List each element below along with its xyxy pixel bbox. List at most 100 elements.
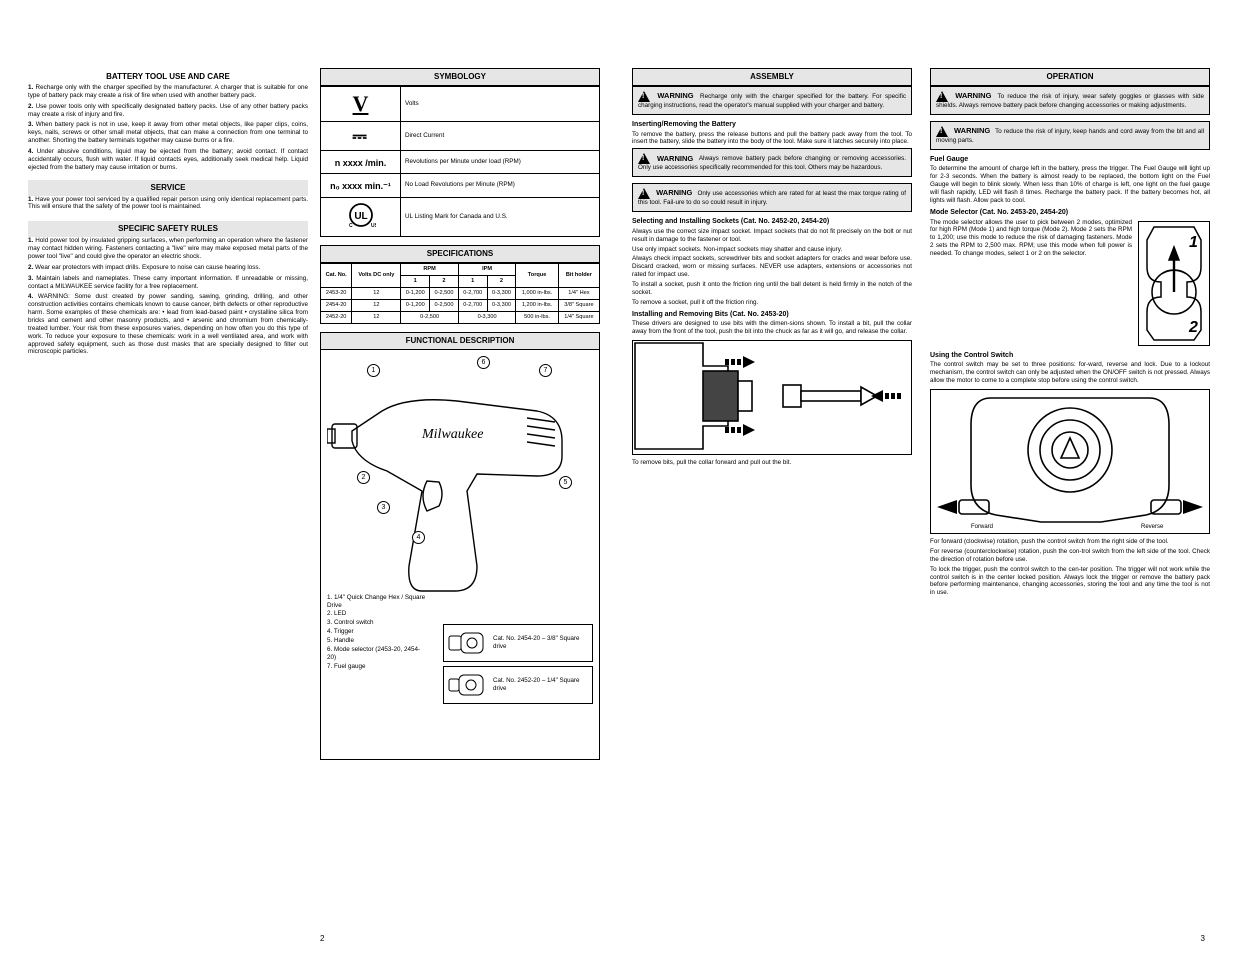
svg-text:UL: UL [354,211,367,222]
spec-cell: 0-1,200 [401,299,430,311]
mode-selector-diagram: 1 2 [1138,221,1210,346]
svg-text:1: 1 [1189,234,1198,251]
spec-cell: 0-3,300 [458,311,515,323]
spec-mode-cell: 2 [487,275,516,287]
body-text: To install a socket, push it onto the fr… [632,281,912,297]
bit-insert-diagram [632,340,912,455]
callout-item: 4. Trigger [327,628,427,636]
spec-cell: 0-1,200 [401,287,430,299]
column-2: SYMBOLOGY VVolts ⎓Direct Current n xxxx … [320,68,600,760]
heading-assembly: ASSEMBLY [632,68,912,86]
variant-label: Cat. No. 2454-20 – 3/8" Square drive [493,635,589,651]
body-text: To remove bits, pull the collar forward … [632,459,912,467]
body-text: The control switch may be set to three p… [930,361,1210,385]
spec-header: Cat. No. [321,263,352,287]
svg-text:Milwaukee: Milwaukee [421,427,483,442]
symbol-rpm: n xxxx /min. [335,158,387,168]
symbol-dc: ⎓ [352,126,368,146]
section-battery-care: BATTERY TOOL USE AND CARE Recharge only … [28,72,308,172]
svg-text:Reverse: Reverse [1141,524,1164,530]
variant-label: Cat. No. 2452-20 – 1/4" Square drive [493,677,589,693]
spec-cell: 2452-20 [321,311,352,323]
warning-label: WARNING [656,188,692,197]
symbol-noload-rpm: n₀ xxxx min.⁻¹ [330,181,391,191]
symbol-desc: Volts [401,87,600,122]
safety-item: Hold power tool by insulated gripping su… [28,237,308,261]
body-text: To remove the battery, press the release… [632,131,912,147]
column-3: ASSEMBLY WARNING Recharge only with the … [632,68,912,469]
body-text: For forward (clockwise) rotation, push t… [930,538,1210,546]
body-text: To remove a socket, pull it off the fric… [632,299,912,307]
spec-cell: 0-2,500 [401,311,458,323]
body-text: To determine the amount of charge left i… [930,165,1210,204]
symbol-desc: Direct Current [401,121,600,151]
spec-cell: 0-2,500 [430,287,459,299]
spec-cell: 12 [352,287,401,299]
spec-cell: 0-3,300 [487,287,516,299]
safety-item: Under abusive conditions, liquid may be … [28,148,308,172]
control-switch-diagram: Forward Reverse [930,389,1210,534]
safety-item: Recharge only with the charger specified… [28,84,308,100]
spec-cell: 500 in-lbs. [516,311,559,323]
subhead-mode: Mode Selector (Cat. No. 2453-20, 2454-20… [930,209,1210,218]
body-text: These drivers are designed to use bits w… [632,320,912,336]
svg-text:Forward: Forward [971,524,993,530]
body-text: To lock the trigger, push the control sw… [930,566,1210,597]
callout-item: 5. Handle [327,637,427,645]
callout-item: 7. Fuel gauge [327,663,427,671]
warning-icon [638,153,650,164]
column-4: OPERATION WARNING To reduce the risk of … [930,68,1210,599]
spec-mode-cell: 1 [458,275,487,287]
specs-table: Cat. No. Volts DC only RPM IPM Torque Bi… [320,263,600,324]
subhead-insert-battery: Inserting/Removing the Battery [632,121,912,130]
callout-list: 1. 1/4" Quick Change Hex / Square Drive … [327,594,427,672]
spec-header: Volts DC only [352,263,401,287]
spec-header: RPM [401,263,458,275]
warning-box: WARNING Always remove battery pack befor… [632,148,912,177]
safety-item: WARNING: Some dust created by power sand… [28,293,308,356]
spec-cell: 0-2,500 [430,299,459,311]
callout-item: 3. Control switch [327,619,427,627]
warning-label: WARNING [955,91,991,100]
warning-icon [638,188,650,199]
warning-label: WARNING [657,154,693,163]
spec-mode-cell: 2 [430,275,459,287]
body-text: Always use the correct size impact socke… [632,228,912,244]
svg-text:C: C [349,223,353,229]
ul-logo-icon: UL CUS [346,201,376,229]
spec-header: IPM [458,263,515,275]
functional-diagram-box: Milwaukee 1 6 7 5 2 3 4 1. 1/4" Quick Ch… [320,350,600,760]
callout-item: 1. 1/4" Quick Change Hex / Square Drive [327,594,427,610]
page-number-right: 3 [1201,934,1205,944]
spec-cell: 1/4" Hex [558,287,599,299]
warning-box: WARNING Only use accessories which are r… [632,183,912,212]
spec-cell: 1,000 in-lbs. [516,287,559,299]
spec-cell: 12 [352,311,401,323]
warning-label: WARNING [954,126,990,135]
spec-header: Torque [516,263,559,287]
spec-cell: 0-3,300 [487,299,516,311]
variant-panel: Cat. No. 2454-20 – 3/8" Square drive [443,624,593,662]
heading-battery-care: BATTERY TOOL USE AND CARE [28,72,308,82]
subhead-bits: Installing and Removing Bits (Cat. No. 2… [632,311,912,320]
spec-mode-cell: 1 [401,275,430,287]
tool-illustration: Milwaukee 1 6 7 5 2 3 4 [327,356,593,626]
warning-label: WARNING [657,91,693,100]
spec-cell: 2454-20 [321,299,352,311]
callout-item: 2. LED [327,610,427,618]
spec-cell: 1,200 in-lbs. [516,299,559,311]
warning-icon [638,91,650,102]
callout-item: 6. Mode selector (2453-20, 2454-20) [327,646,427,662]
symbol-desc: UL Listing Mark for Canada and U.S. [401,197,600,236]
spec-header: Bit holder [558,263,599,287]
safety-item: When battery pack is not in use, keep it… [28,121,308,145]
warning-icon [936,91,948,102]
body-text: For reverse (counterclockwise) rotation,… [930,548,1210,564]
subhead-fuel: Fuel Gauge [930,156,1210,165]
warning-box: WARNING Recharge only with the charger s… [632,86,912,115]
symbol-desc: Revolutions per Minute under load (RPM) [401,151,600,174]
page-number-left: 2 [320,934,324,944]
spec-cell: 3/8" Square [558,299,599,311]
symbology-table: VVolts ⎓Direct Current n xxxx /min.Revol… [320,86,600,237]
safety-item: Have your power tool serviced by a quali… [28,196,308,212]
